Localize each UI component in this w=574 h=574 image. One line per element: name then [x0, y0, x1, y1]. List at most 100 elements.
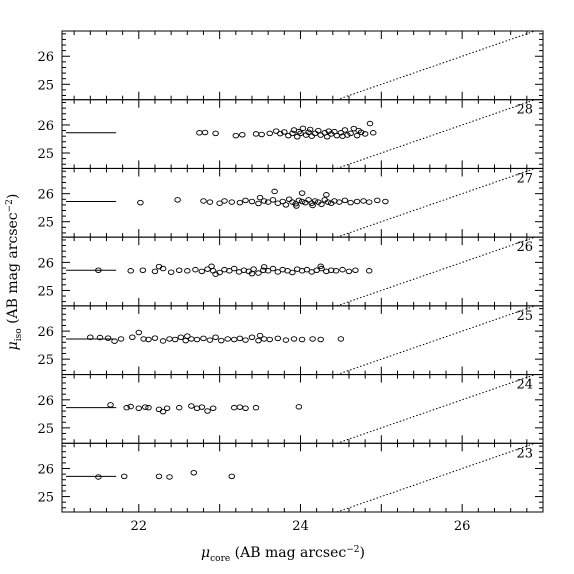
data-point — [193, 336, 201, 343]
y-tick-label: 25 — [37, 284, 54, 299]
panel-label: 25 — [516, 309, 533, 324]
data-point — [190, 469, 198, 476]
data-point — [230, 265, 238, 272]
data-point — [107, 402, 114, 408]
data-point — [204, 266, 211, 272]
data-point — [230, 404, 238, 411]
data-point — [293, 203, 300, 209]
data-point — [174, 197, 181, 203]
data-point — [352, 267, 359, 273]
data-point — [129, 334, 136, 341]
data-point — [228, 473, 236, 480]
data-point — [155, 263, 163, 270]
data-point — [232, 132, 240, 139]
y-tick-label: 26 — [37, 394, 54, 409]
x-axis-title-symbol: μ — [201, 545, 210, 561]
data-point — [95, 267, 102, 273]
data-point — [295, 404, 303, 410]
x-tick-label: 26 — [454, 519, 471, 534]
y-tick-label: 25 — [37, 147, 54, 162]
data-point — [204, 408, 211, 414]
data-point — [139, 267, 147, 273]
data-point — [171, 336, 179, 343]
data-point — [302, 199, 309, 206]
data-point — [256, 332, 264, 339]
data-point — [184, 268, 191, 274]
diagonal-line — [336, 99, 536, 169]
data-point — [182, 337, 189, 344]
data-point — [345, 268, 353, 275]
panel-label: 24 — [516, 378, 533, 393]
data-point — [311, 198, 319, 204]
data-point — [175, 404, 183, 411]
data-point — [374, 197, 381, 204]
data-point — [201, 129, 209, 136]
data-point — [95, 474, 102, 480]
panel-frame — [61, 305, 544, 376]
data-point — [289, 199, 296, 205]
data-point — [236, 335, 244, 342]
data-point — [298, 190, 306, 196]
y-axis-title-symbol: μ — [5, 341, 21, 350]
data-point — [305, 197, 312, 203]
data-point — [145, 404, 152, 411]
data-point — [127, 268, 134, 274]
x-axis-title-close: ) — [360, 545, 365, 561]
data-point — [218, 337, 225, 344]
data-point — [339, 133, 346, 139]
diagonal-line — [336, 374, 536, 444]
data-point — [104, 335, 112, 341]
panel-27: 25 26 27 — [37, 167, 544, 238]
x-tick-label: 22 — [131, 519, 148, 534]
panel-23: 25 26 23 — [37, 442, 544, 513]
data-point — [120, 473, 128, 480]
data-point — [198, 404, 206, 410]
panel-24: 25 26 24 — [37, 374, 544, 444]
data-point — [382, 198, 389, 205]
data-point — [295, 197, 303, 204]
data-point — [198, 268, 206, 275]
data-point — [327, 267, 335, 273]
x-axis-title-sub: core — [210, 554, 230, 564]
data-point — [353, 132, 361, 139]
data-point — [266, 336, 274, 343]
data-point — [315, 127, 322, 134]
data-point — [337, 130, 345, 136]
data-point — [298, 336, 306, 343]
data-point — [123, 404, 130, 411]
data-point — [242, 337, 249, 343]
data-point — [360, 198, 367, 204]
panel-frame — [61, 374, 544, 444]
data-point — [255, 337, 262, 344]
y-tick-label: 26 — [37, 463, 54, 478]
y-axis-title-units: (AB mag arcsec — [5, 212, 21, 328]
data-point — [242, 405, 249, 411]
data-point — [212, 271, 219, 277]
data-point — [317, 263, 324, 270]
data-point — [252, 404, 260, 411]
panel-26: 25 26 26 — [37, 236, 544, 307]
data-point — [206, 337, 214, 343]
y-tick-label: 26 — [37, 256, 54, 271]
data-point — [306, 126, 314, 133]
data-point — [255, 270, 262, 276]
data-point — [87, 334, 94, 341]
data-point — [290, 336, 298, 342]
data-point — [336, 199, 343, 205]
data-point — [252, 131, 260, 137]
data-point — [159, 338, 167, 344]
y-tick-label: 25 — [37, 422, 54, 437]
data-point — [332, 268, 340, 274]
data-point — [167, 269, 175, 275]
data-point — [188, 403, 195, 409]
data-point — [221, 198, 228, 204]
data-point — [341, 197, 349, 204]
data-point — [274, 335, 282, 342]
data-point — [324, 199, 332, 205]
data-point — [323, 192, 330, 198]
data-point — [295, 128, 303, 135]
data-point — [140, 336, 147, 342]
data-point — [228, 199, 236, 205]
data-point — [192, 266, 199, 273]
